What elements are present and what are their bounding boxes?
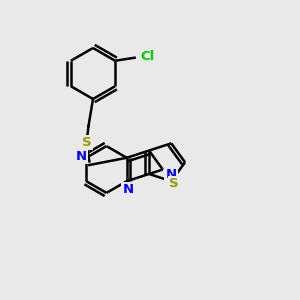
Text: N: N — [75, 150, 86, 163]
Text: N: N — [123, 183, 134, 196]
Text: S: S — [169, 177, 179, 190]
Text: N: N — [166, 167, 177, 181]
Text: S: S — [82, 136, 92, 149]
Text: Cl: Cl — [140, 50, 154, 63]
